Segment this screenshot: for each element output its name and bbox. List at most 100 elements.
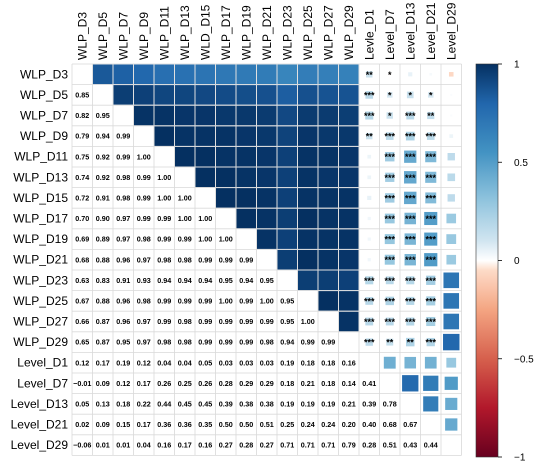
correlation-value: 0.19 — [280, 400, 294, 409]
correlation-value: 0.99 — [198, 317, 212, 326]
correlation-cell — [339, 249, 359, 270]
correlation-cell — [277, 146, 297, 167]
row-label: WLP_D21 — [13, 253, 68, 267]
correlation-square — [365, 111, 374, 120]
correlation-value: 0.03 — [239, 358, 253, 367]
significance-marker: *** — [405, 173, 416, 183]
row-label: WLP_D7 — [20, 109, 68, 123]
correlation-value: 0.91 — [116, 276, 130, 285]
correlation-cell — [134, 85, 154, 105]
correlation-square — [427, 92, 434, 98]
correlation-value: 0.71 — [301, 441, 315, 450]
correlation-cell — [277, 85, 297, 105]
row-label: WLP_D13 — [13, 170, 68, 184]
correlation-cell — [216, 126, 236, 146]
significance-marker: ** — [366, 70, 374, 80]
correlation-square — [406, 296, 415, 305]
correlation-square — [385, 296, 394, 306]
correlation-cell — [339, 126, 359, 146]
correlation-value: 0.93 — [137, 276, 151, 285]
correlation-square — [406, 337, 415, 347]
correlation-square — [425, 171, 437, 183]
correlation-square — [426, 132, 435, 140]
correlation-square — [404, 150, 417, 163]
correlation-square — [367, 258, 371, 262]
correlation-cell — [339, 146, 359, 167]
correlation-square — [424, 253, 438, 267]
correlation-value: 0.97 — [137, 317, 151, 326]
significance-marker: * — [429, 90, 433, 100]
correlation-value: 0.66 — [75, 317, 89, 326]
correlation-cell — [216, 64, 236, 85]
significance-marker: *** — [425, 276, 436, 286]
correlation-cell — [277, 105, 297, 126]
correlation-value: 0.24 — [321, 420, 335, 429]
row-label: WLP_D15 — [13, 191, 68, 205]
correlation-cell — [216, 188, 236, 208]
significance-marker: *** — [425, 235, 436, 245]
row-label: WLP_D23 — [13, 273, 68, 287]
significance-marker: *** — [384, 296, 395, 306]
significance-marker: ** — [407, 338, 415, 348]
correlation-cell — [298, 208, 318, 229]
correlation-cell — [318, 208, 338, 229]
column-label: WLP_D5 — [96, 12, 110, 60]
correlation-square — [404, 253, 416, 266]
correlation-cell — [175, 146, 195, 167]
correlation-square — [385, 317, 394, 326]
correlation-square — [424, 211, 438, 226]
correlation-value: 0.18 — [321, 379, 335, 388]
correlation-value: 0.96 — [116, 255, 130, 264]
correlation-square — [385, 276, 394, 285]
correlation-value: 0.99 — [301, 338, 315, 347]
correlation-value: 0.99 — [157, 317, 171, 326]
correlation-value: 0.50 — [219, 420, 233, 429]
correlation-value: 0.99 — [260, 317, 274, 326]
correlation-cell — [339, 291, 359, 311]
correlation-square — [383, 356, 396, 369]
correlation-value: 0.94 — [239, 276, 253, 285]
correlation-value: 0.02 — [75, 420, 89, 429]
correlation-value: 0.99 — [137, 173, 151, 182]
correlation-square — [406, 317, 415, 326]
column-label: WLP_D21 — [260, 5, 274, 60]
correlation-cell — [257, 208, 277, 229]
correlation-square — [385, 172, 395, 182]
row-label: WLP_D25 — [13, 294, 68, 308]
correlation-square — [402, 375, 419, 392]
correlation-cell — [298, 64, 318, 85]
correlation-value: 0.79 — [342, 441, 356, 450]
correlation-value: 0.95 — [219, 276, 233, 285]
correlation-cell — [257, 64, 277, 85]
correlation-value: 0.05 — [75, 400, 89, 409]
correlation-value: 0.17 — [137, 420, 151, 429]
correlation-cell — [298, 229, 318, 249]
row-label: Level_D7 — [17, 376, 68, 390]
correlation-cell — [216, 85, 236, 105]
correlation-value: 0.22 — [137, 400, 151, 409]
correlation-value: 0.01 — [96, 441, 110, 450]
correlation-value: 0.63 — [75, 276, 89, 285]
correlation-value: 0.89 — [96, 235, 110, 244]
correlation-value: 0.78 — [383, 400, 397, 409]
correlation-cell — [318, 188, 338, 208]
correlation-value: 0.99 — [157, 235, 171, 244]
correlation-square — [406, 276, 415, 285]
correlation-cell — [257, 105, 277, 126]
correlation-value: 0.28 — [219, 379, 233, 388]
correlation-value: 1.00 — [198, 214, 212, 223]
correlation-value: 0.21 — [301, 379, 315, 388]
correlation-value: 0.18 — [321, 358, 335, 367]
correlation-cell — [339, 188, 359, 208]
correlation-cell — [236, 208, 256, 229]
correlation-cell — [339, 85, 359, 105]
correlation-cell — [339, 270, 359, 291]
correlation-value: 1.00 — [198, 235, 212, 244]
correlation-value: 0.51 — [383, 441, 397, 450]
correlation-cell — [113, 85, 133, 105]
correlation-value: 0.01 — [116, 441, 130, 450]
correlation-value: 0.27 — [219, 441, 233, 450]
correlation-square — [408, 72, 413, 77]
correlation-cell — [216, 105, 236, 126]
correlation-value: 0.97 — [116, 214, 130, 223]
